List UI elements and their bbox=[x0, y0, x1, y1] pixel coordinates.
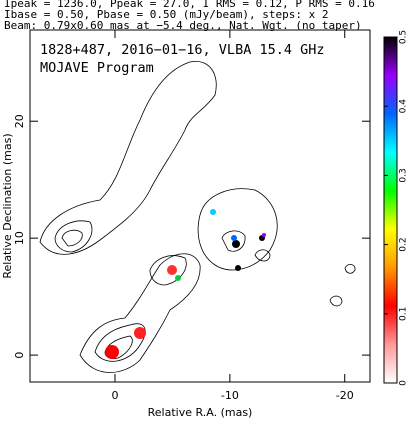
header-line: Ibase = 0.50, Pbase = 0.50 (mJy/beam), s… bbox=[4, 8, 329, 21]
pol-blob bbox=[232, 240, 240, 248]
map-title: 1828+487, 2016−01−16, VLBA 15.4 GHz bbox=[40, 42, 324, 58]
colorbar-tick-label: 0.5 bbox=[399, 30, 409, 44]
x-tick-label: -10 bbox=[221, 389, 239, 402]
contour bbox=[79, 253, 201, 373]
plot-frame bbox=[29, 29, 371, 383]
y-axis-label: Relative Declination (mas) bbox=[1, 133, 14, 278]
header-line: Ipeak = 1236.0, Ppeak = 27.0, I RMS = 0.… bbox=[4, 0, 375, 10]
colorbar-tick-label: 0.4 bbox=[399, 99, 409, 114]
contour bbox=[61, 229, 83, 247]
colorbar-tick-label: 0.3 bbox=[399, 168, 409, 182]
contour bbox=[221, 230, 246, 252]
pol-blob bbox=[167, 265, 177, 275]
contour bbox=[54, 220, 93, 253]
contour bbox=[329, 295, 343, 307]
x-tick-label: 0 bbox=[112, 389, 119, 402]
pol-blob bbox=[235, 265, 241, 271]
map-subtitle: MOJAVE Program bbox=[40, 60, 154, 76]
contour bbox=[254, 249, 271, 262]
header-line: Beam: 0.79x0.60 mas at −5.4 deg., Nat. W… bbox=[4, 19, 362, 32]
pol-blob bbox=[231, 235, 237, 241]
contour-map bbox=[39, 61, 356, 373]
x-tick-label: -20 bbox=[336, 389, 354, 402]
colorbar-tick-label: 0.2 bbox=[399, 237, 409, 251]
colorbar-tick-label: 0 bbox=[399, 380, 409, 386]
colorbar bbox=[383, 36, 398, 384]
x-axis-label: Relative R.A. (mas) bbox=[148, 406, 253, 419]
contour bbox=[149, 255, 187, 286]
pol-blob bbox=[105, 345, 119, 359]
contour bbox=[94, 323, 146, 362]
contour bbox=[344, 264, 356, 274]
pol-blob bbox=[262, 233, 266, 237]
y-tick-label: 20 bbox=[13, 114, 26, 128]
pol-blob bbox=[210, 209, 216, 215]
colorbar-tick-label: 0.1 bbox=[399, 307, 409, 321]
pol-blob bbox=[134, 327, 146, 339]
contour bbox=[39, 61, 217, 255]
contour bbox=[197, 188, 278, 271]
pol-blob bbox=[175, 275, 181, 281]
y-tick-label: 0 bbox=[13, 352, 26, 359]
y-tick-label: 10 bbox=[13, 231, 26, 245]
